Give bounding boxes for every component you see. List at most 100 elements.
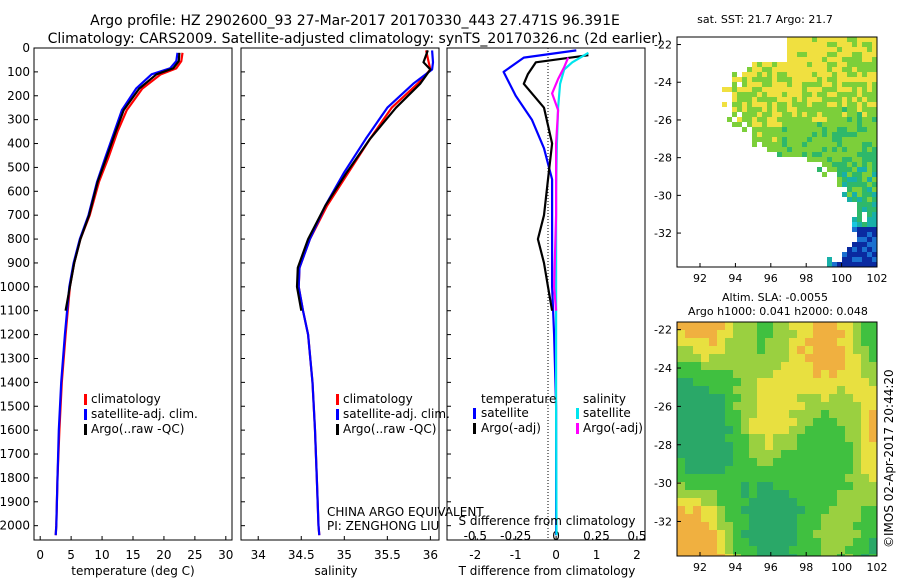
- map-cell: [789, 386, 797, 394]
- map-cell: [802, 117, 807, 122]
- map-cell: [792, 62, 797, 67]
- map-cell: [847, 247, 852, 252]
- map-cell: [861, 442, 869, 450]
- map-cell: [797, 37, 802, 42]
- map-cell: [787, 47, 792, 52]
- lon-tick-label: 94: [728, 272, 742, 285]
- map-cell: [757, 87, 762, 92]
- map-cell: [802, 107, 807, 112]
- depth-tick-label: 100: [7, 65, 30, 79]
- map-cell: [717, 490, 725, 498]
- map-cell: [857, 67, 862, 72]
- map-cell: [852, 192, 857, 197]
- map-cell: [757, 354, 765, 362]
- map-cell: [862, 197, 867, 202]
- map-cell: [747, 82, 752, 87]
- map-cell: [853, 474, 861, 482]
- map-cell: [781, 506, 789, 514]
- x-tick-label: 34.5: [288, 548, 315, 562]
- map-cell: [812, 102, 817, 107]
- difference-lines: [502, 49, 589, 536]
- map-cell: [872, 147, 877, 152]
- map-cell: [805, 442, 813, 450]
- map-cell: [821, 546, 829, 554]
- map-cell: [773, 522, 781, 530]
- map-cell: [842, 262, 847, 267]
- map-cell: [733, 514, 741, 522]
- map-cell: [749, 530, 757, 538]
- map-cell: [757, 394, 765, 402]
- map-cell: [837, 410, 845, 418]
- map-cell: [749, 394, 757, 402]
- map-cell: [817, 147, 822, 152]
- map-cell: [857, 217, 862, 222]
- map-cell: [749, 450, 757, 458]
- map-cell: [717, 386, 725, 394]
- map-cell: [767, 82, 772, 87]
- map-cell: [802, 152, 807, 157]
- map-cell: [762, 97, 767, 102]
- map-cell: [861, 322, 869, 330]
- map-cell: [827, 62, 832, 67]
- map-cell: [773, 458, 781, 466]
- map-cell: [853, 490, 861, 498]
- map-cell: [837, 434, 845, 442]
- map-cell: [677, 530, 685, 538]
- map-cell: [857, 97, 862, 102]
- map-cell: [749, 434, 757, 442]
- map-cell: [842, 127, 847, 132]
- depth-tick-label: 1800: [0, 471, 30, 485]
- map-cell: [837, 42, 842, 47]
- map-cell: [861, 458, 869, 466]
- map-cell: [765, 434, 773, 442]
- map-cell: [822, 127, 827, 132]
- map-cell: [847, 147, 852, 152]
- map-cell: [693, 370, 701, 378]
- map-cell: [677, 378, 685, 386]
- map-cell: [862, 147, 867, 152]
- map-cell: [852, 127, 857, 132]
- map-cell: [777, 147, 782, 152]
- map-cell: [862, 112, 867, 117]
- map-cell: [822, 37, 827, 42]
- map-cell: [802, 52, 807, 57]
- map-cell: [725, 490, 733, 498]
- map-cell: [829, 450, 837, 458]
- map-cell: [733, 418, 741, 426]
- map-cell: [709, 362, 717, 370]
- map-cell: [717, 458, 725, 466]
- map-cell: [742, 82, 747, 87]
- map-cell: [872, 182, 877, 187]
- map-cell: [869, 330, 877, 338]
- map-cell: [709, 498, 717, 506]
- map-cell: [872, 262, 877, 267]
- map-cell: [807, 137, 812, 142]
- map-cell: [762, 137, 767, 142]
- map-cell: [842, 87, 847, 92]
- map-cell: [767, 127, 772, 132]
- map-cell: [797, 386, 805, 394]
- x-tick-label: 36: [423, 548, 438, 562]
- map-cell: [852, 147, 857, 152]
- map-cell: [812, 142, 817, 147]
- map-cell: [842, 62, 847, 67]
- map-cell: [709, 474, 717, 482]
- map-cell: [685, 490, 693, 498]
- map-cell: [857, 187, 862, 192]
- series-line-3: [550, 57, 570, 311]
- map-cell: [782, 127, 787, 132]
- map-cell: [862, 227, 867, 232]
- map-cell: [709, 386, 717, 394]
- map-cell: [701, 498, 709, 506]
- map-cell: [862, 257, 867, 262]
- map-cell: [727, 87, 732, 92]
- map-cell: [853, 370, 861, 378]
- map-cell: [853, 346, 861, 354]
- map-cell: [842, 107, 847, 112]
- map-cell: [837, 466, 845, 474]
- map-cell: [827, 52, 832, 57]
- map-cell: [765, 362, 773, 370]
- map-cell: [842, 142, 847, 147]
- map-cell: [861, 450, 869, 458]
- map-cell: [812, 37, 817, 42]
